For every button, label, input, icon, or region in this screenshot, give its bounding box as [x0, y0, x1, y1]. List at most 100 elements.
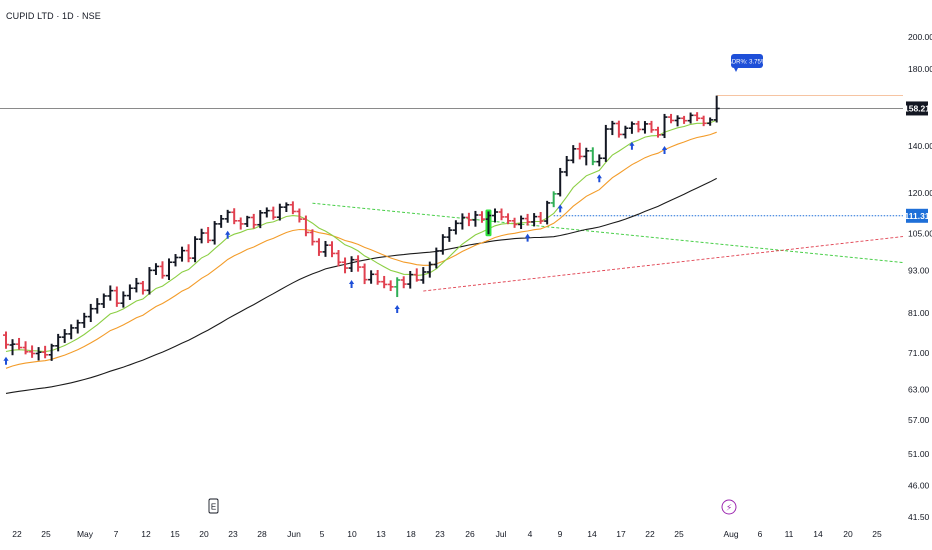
x-tick-label: 22	[12, 529, 22, 539]
ohlc-bar	[218, 214, 225, 228]
ohlc-bar	[570, 145, 577, 164]
y-tick-label: 63.00	[908, 385, 930, 395]
ohlc-bar	[544, 200, 551, 225]
x-tick-label: Jul	[496, 529, 507, 539]
ohlc-bar	[583, 147, 590, 166]
ohlc-bar	[589, 147, 596, 166]
ohlc-bar	[609, 120, 616, 136]
signal-arrow-icon	[525, 233, 531, 242]
trendlines	[312, 202, 904, 292]
last-price-tag	[906, 101, 928, 116]
signal-arrow-icon	[394, 305, 400, 314]
x-tick-label: 13	[376, 529, 386, 539]
support-trendline	[423, 236, 904, 292]
ohlc-bar	[465, 212, 472, 227]
y-tick-label: 140.00	[908, 141, 932, 151]
ohlc-bar	[100, 293, 107, 308]
x-tick-label: Aug	[723, 529, 738, 539]
ohlc-bar	[576, 142, 583, 160]
ohlc-bar	[139, 281, 146, 295]
y-tick-label: 41.50	[908, 512, 930, 522]
ohlc-bar	[655, 126, 661, 138]
x-tick-label: 17	[616, 529, 626, 539]
resistance-trendline	[312, 202, 904, 264]
x-tick-label: 14	[587, 529, 597, 539]
ohlc-bar	[179, 246, 186, 262]
ohlc-bar	[557, 167, 564, 197]
ohlc-bar	[622, 125, 629, 139]
ohlc-bar	[641, 121, 648, 134]
dividend-event-icon	[721, 499, 737, 515]
ohlc-bar	[478, 211, 485, 223]
ohlc-bar	[563, 155, 570, 177]
x-tick-label: 25	[872, 529, 882, 539]
ohlc-bar	[257, 210, 264, 229]
ohlc-bar	[296, 208, 303, 223]
ohlc-bar	[492, 208, 498, 223]
ohlc-bar	[152, 263, 159, 275]
ohlc-bar	[68, 324, 75, 340]
ohlc-bar	[596, 154, 603, 167]
y-tick-label: 105.00	[908, 229, 932, 239]
ohlc-bar	[472, 210, 479, 227]
x-tick-label: May	[77, 529, 94, 539]
ohlc-bar	[185, 244, 192, 263]
grid-layer	[0, 95, 903, 217]
signal-arrow-icon	[661, 146, 668, 155]
ohlc-bar	[407, 270, 414, 289]
x-tick-label: 10	[347, 529, 357, 539]
ohlc-bar	[381, 275, 388, 289]
x-tick-label: Jun	[287, 529, 301, 539]
ohlc-bar	[87, 303, 94, 323]
ohlc-bar	[16, 337, 23, 350]
signal-arrow-icon	[557, 204, 563, 213]
ohlc-bar	[505, 213, 512, 225]
y-tick-label: 51.00	[908, 449, 930, 459]
ohlc-bar	[81, 312, 88, 328]
x-tick-label: 5	[320, 529, 325, 539]
adr-badge-pointer	[734, 68, 738, 72]
ohlc-bar	[342, 257, 349, 274]
ohlc-bar	[3, 331, 9, 349]
x-tick-label: 23	[228, 529, 238, 539]
x-tick-label: 4	[528, 529, 533, 539]
ohlc-bar	[524, 213, 531, 226]
ohlc-bar	[439, 234, 446, 255]
ohlc-bar	[74, 319, 81, 334]
ohlc-bar	[648, 120, 655, 133]
ohlc-bar	[283, 202, 290, 213]
ema-mid-line	[5, 131, 717, 369]
x-tick-label: 25	[674, 529, 684, 539]
ohlc-bar	[674, 115, 681, 127]
y-tick-label: 93.00	[908, 266, 930, 276]
ohlc-bar	[602, 124, 609, 162]
signal-arrow-icon	[596, 174, 602, 183]
ohlc-bar	[94, 298, 101, 314]
ma-slow-line	[5, 177, 717, 394]
y-tick-label: 200.00	[908, 32, 932, 42]
ohlc-bar	[394, 277, 401, 298]
ohlc-bar	[244, 215, 251, 227]
ohlc-bar	[485, 209, 492, 237]
ohlc-bar	[459, 213, 466, 230]
ohlc-bar	[61, 329, 68, 343]
ohlc-bar	[635, 120, 642, 133]
y-tick-label: 57.00	[908, 415, 930, 425]
signal-arrow-icon	[348, 279, 355, 288]
x-tick-label: 25	[41, 529, 51, 539]
ohlc-bar	[231, 208, 238, 225]
dividend-event-label: ⚡	[726, 504, 732, 514]
ohlc-bar	[166, 258, 172, 280]
last-price-label: 158.21	[904, 103, 930, 113]
ohlc-bars	[3, 95, 720, 361]
ohlc-bar	[205, 226, 212, 244]
ohlc-bar	[211, 221, 218, 245]
ohlc-bar	[348, 256, 355, 272]
ohlc-bar	[433, 247, 440, 269]
ohlc-bar	[498, 208, 505, 221]
signal-arrow-icon	[3, 356, 9, 365]
level-price-tag	[906, 208, 928, 223]
level-price-label: 111.31	[904, 211, 929, 221]
signal-markers: ADR%: 3.75%	[3, 54, 767, 365]
